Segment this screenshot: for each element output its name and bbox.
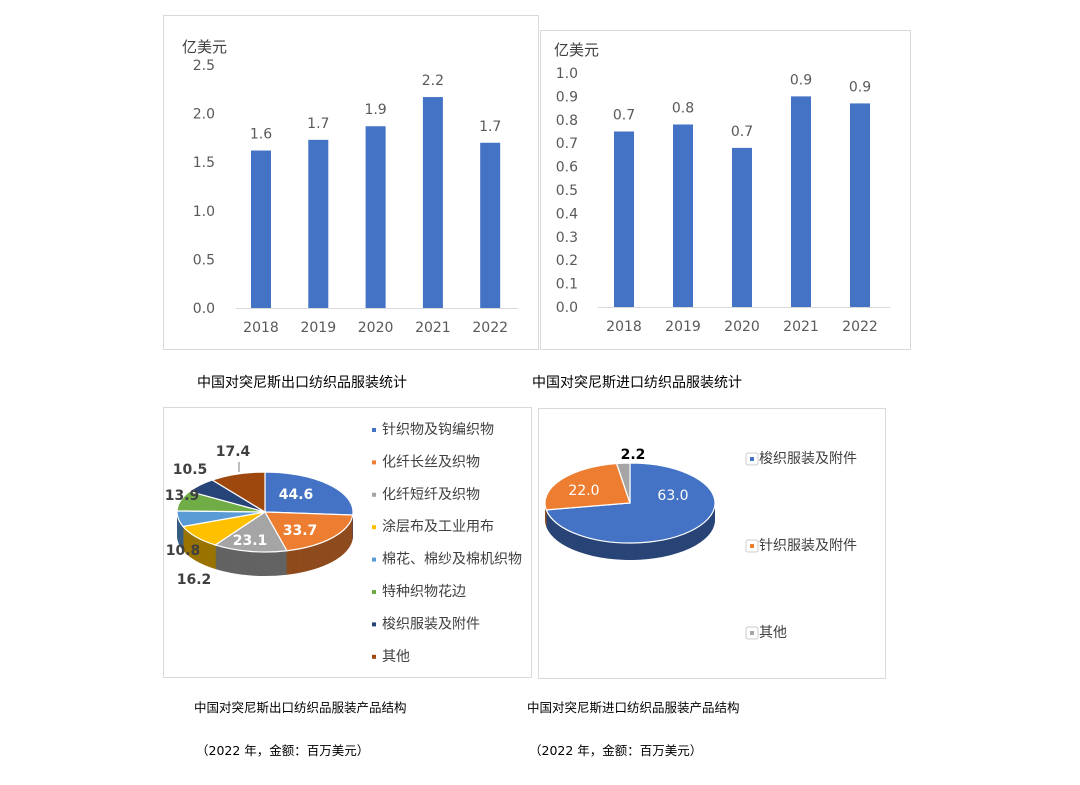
y-tick-label: 0.0 bbox=[556, 300, 578, 316]
data-label-2022: 0.9 bbox=[849, 79, 871, 95]
pie-data-label-22.0: 22.0 bbox=[568, 483, 599, 499]
y-tick-label: 1.0 bbox=[193, 204, 215, 220]
bar-2018 bbox=[251, 150, 271, 308]
legend-swatch-33.7 bbox=[372, 460, 376, 465]
data-label-2020: 1.9 bbox=[364, 102, 386, 118]
legend-label: 梭织服装及附件 bbox=[382, 615, 480, 632]
pie-slice-44.6 bbox=[264, 471, 354, 516]
legend-swatch-2.2 bbox=[750, 631, 754, 635]
y-tick-label: 0.9 bbox=[556, 89, 578, 105]
pie-data-label-33.7: 33.7 bbox=[283, 523, 318, 539]
bar-2020 bbox=[365, 126, 386, 309]
pie-data-label-13.9: 13.9 bbox=[165, 488, 200, 504]
pie-slice-22.0 bbox=[544, 462, 631, 511]
legend-swatch-10.5 bbox=[372, 622, 376, 627]
legend-label: 其他 bbox=[382, 649, 410, 665]
data-label-2018: 1.6 bbox=[250, 127, 272, 143]
bar-2018 bbox=[614, 131, 634, 307]
legend-label: 其他 bbox=[759, 625, 787, 641]
data-label-2022: 1.7 bbox=[479, 119, 501, 135]
caption-export-stats: 中国对突尼斯出口纺织品服装统计 bbox=[197, 375, 407, 391]
legend-label: 针织物及钩编织物 bbox=[382, 422, 494, 438]
x-tick-label-2018: 2018 bbox=[606, 319, 642, 335]
x-tick-label-2019: 2019 bbox=[665, 319, 701, 335]
legend-swatch-44.6 bbox=[372, 428, 376, 432]
y-tick-label: 0.8 bbox=[556, 113, 578, 129]
x-tick-label-2019: 2019 bbox=[300, 320, 336, 336]
bar-2021 bbox=[422, 97, 443, 309]
y-tick-label: 1.5 bbox=[193, 155, 215, 171]
legend-label: 涂层布及工业用布 bbox=[382, 519, 494, 535]
x-tick-label-2020: 2020 bbox=[358, 320, 394, 336]
x-tick-label-2018: 2018 bbox=[243, 320, 279, 336]
y-tick-label: 0.5 bbox=[556, 183, 578, 199]
pie-data-label-63.0: 63.0 bbox=[657, 488, 688, 504]
caption-export-structure: 中国对突尼斯出口纺织品服装产品结构 bbox=[194, 700, 407, 715]
pie-data-label-2.2: 2.2 bbox=[621, 447, 646, 463]
x-tick-label-2020: 2020 bbox=[724, 319, 760, 335]
pie-frame-import bbox=[538, 408, 886, 679]
y-tick-label: 0.0 bbox=[193, 301, 215, 317]
legend-swatch-63.0 bbox=[750, 457, 754, 461]
pie-data-label-17.4: 17.4 bbox=[216, 444, 251, 460]
pie-data-label-10.8: 10.8 bbox=[166, 543, 201, 559]
legend-label: 梭织服装及附件 bbox=[759, 450, 857, 467]
bar-2022 bbox=[480, 142, 501, 308]
pie-frame-export bbox=[163, 407, 532, 678]
legend-label: 化纤短纤及织物 bbox=[382, 487, 480, 503]
caption-import-stats: 中国对突尼斯进口纺织品服装统计 bbox=[532, 375, 742, 391]
pie-slice-23.1 bbox=[213, 511, 288, 553]
pie-data-label-44.6: 44.6 bbox=[279, 487, 314, 503]
pie-slice-33.7 bbox=[263, 511, 354, 552]
bar-2022 bbox=[850, 103, 870, 307]
y-tick-label: 2.5 bbox=[193, 58, 215, 74]
subcaption-import-structure: （2022 年，金额：百万美元） bbox=[529, 743, 703, 758]
bar-2019 bbox=[673, 124, 693, 307]
legend-swatch-17.4 bbox=[372, 654, 376, 659]
data-label-2020: 0.7 bbox=[731, 124, 753, 140]
y-tick-label: 0.2 bbox=[556, 253, 578, 269]
chart-frame-export bbox=[163, 15, 539, 350]
pie-data-label-16.2: 16.2 bbox=[177, 572, 212, 588]
legend-swatch-23.1 bbox=[372, 492, 376, 497]
legend-swatch-10.8 bbox=[372, 557, 376, 562]
data-label-2019: 1.7 bbox=[307, 116, 329, 132]
y-tick-label: 0.6 bbox=[556, 160, 578, 176]
pie-slice-2.2 bbox=[615, 462, 631, 504]
chart-frame-import bbox=[540, 30, 911, 350]
legend-swatch-22.0 bbox=[750, 544, 754, 548]
legend-label: 化纤长丝及织物 bbox=[382, 454, 480, 470]
legend-label: 特种织物花边 bbox=[382, 584, 466, 600]
y-tick-label: 0.5 bbox=[193, 252, 215, 268]
legend-label: 针织服装及附件 bbox=[759, 538, 857, 554]
y-tick-label: 0.1 bbox=[556, 277, 578, 293]
y-axis-unit-label: 亿美元 bbox=[554, 41, 599, 59]
legend-label: 棉花、棉纱及棉机织物 bbox=[382, 551, 522, 568]
x-tick-label-2022: 2022 bbox=[472, 320, 508, 336]
legend-swatch-13.9 bbox=[372, 590, 376, 594]
data-label-2021: 0.9 bbox=[790, 72, 812, 88]
bar-2020 bbox=[732, 147, 752, 307]
y-tick-label: 2.0 bbox=[193, 107, 215, 123]
data-label-2021: 2.2 bbox=[422, 73, 444, 89]
data-label-2018: 0.7 bbox=[613, 108, 635, 124]
legend-swatch-16.2 bbox=[372, 525, 376, 530]
caption-import-structure: 中国对突尼斯进口纺织品服装产品结构 bbox=[527, 700, 740, 715]
pie-data-label-10.5: 10.5 bbox=[173, 462, 208, 478]
data-label-2019: 0.8 bbox=[672, 100, 694, 116]
y-tick-label: 0.3 bbox=[556, 230, 578, 246]
bar-2021 bbox=[791, 96, 811, 308]
y-tick-label: 1.0 bbox=[556, 66, 578, 82]
pie-data-label-23.1: 23.1 bbox=[233, 533, 268, 549]
bar-2019 bbox=[308, 139, 329, 308]
y-tick-label: 0.7 bbox=[556, 136, 578, 152]
y-tick-label: 0.4 bbox=[556, 206, 578, 222]
x-tick-label-2022: 2022 bbox=[842, 319, 878, 335]
pie-slice-17.4 bbox=[210, 471, 266, 514]
x-tick-label-2021: 2021 bbox=[783, 319, 819, 335]
x-tick-label-2021: 2021 bbox=[415, 320, 451, 336]
subcaption-export-structure: （2022 年，金额：百万美元） bbox=[196, 743, 370, 758]
y-axis-unit-label: 亿美元 bbox=[182, 38, 227, 56]
